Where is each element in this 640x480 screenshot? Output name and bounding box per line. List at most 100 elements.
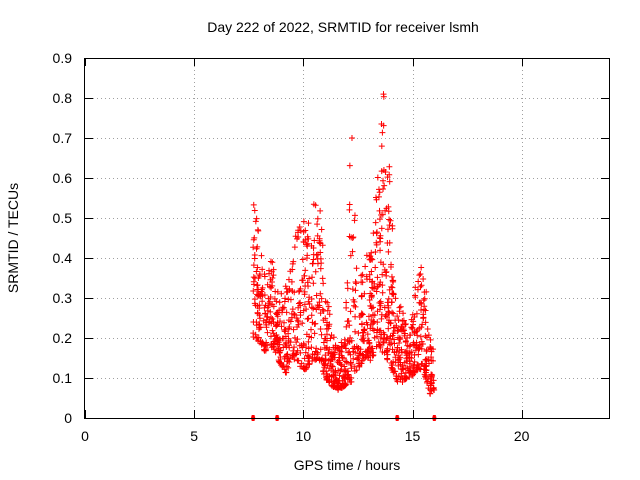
data-point [430, 386, 437, 393]
data-point [314, 221, 321, 228]
data-point [385, 248, 392, 255]
data-point [270, 330, 277, 337]
data-point [418, 345, 425, 352]
data-point [285, 325, 292, 332]
data-point [333, 377, 340, 384]
data-point [301, 291, 308, 298]
data-point [294, 317, 301, 324]
data-point [305, 315, 312, 322]
data-point [345, 349, 352, 356]
data-point [351, 217, 358, 224]
data-point [411, 358, 418, 365]
data-point [343, 359, 350, 366]
data-point [385, 319, 392, 326]
data-point [377, 343, 384, 350]
data-point [348, 378, 355, 385]
data-point [395, 317, 402, 324]
data-point [323, 331, 330, 338]
data-point [422, 373, 429, 380]
data-point [250, 201, 257, 208]
data-point [308, 334, 315, 341]
data-point [417, 341, 424, 348]
data-point [408, 349, 415, 356]
data-point [279, 305, 286, 312]
data-point [317, 207, 324, 214]
data-point [283, 353, 290, 360]
data-point [390, 358, 397, 365]
data-point [341, 363, 348, 370]
data-point [295, 304, 302, 311]
data-point [422, 376, 429, 383]
data-point [272, 288, 279, 295]
data-point [310, 305, 317, 312]
data-point [266, 283, 273, 290]
data-point [331, 354, 338, 361]
data-point [289, 306, 296, 313]
data-point [347, 252, 354, 259]
data-point [327, 361, 334, 368]
data-point [408, 316, 415, 323]
data-point [364, 321, 371, 328]
y-tick-label: 0.5 [53, 210, 73, 226]
data-point [344, 373, 351, 380]
data-point [256, 292, 263, 299]
data-point [291, 312, 298, 319]
data-point [336, 351, 343, 358]
data-point [274, 336, 281, 343]
data-point [297, 309, 304, 316]
data-point [288, 278, 295, 285]
data-point [266, 267, 273, 274]
data-point [314, 354, 321, 361]
data-point [397, 359, 404, 366]
data-point [376, 207, 383, 214]
data-point [263, 313, 270, 320]
data-point [422, 319, 429, 326]
data-point [359, 279, 366, 286]
data-point [310, 201, 317, 208]
data-point [270, 303, 277, 310]
data-point [250, 281, 257, 288]
data-point [378, 225, 385, 232]
data-point [406, 343, 413, 350]
data-point [381, 182, 388, 189]
data-point [425, 385, 432, 392]
data-point [305, 338, 312, 345]
data-point [380, 186, 387, 193]
data-point [394, 344, 401, 351]
data-point [289, 266, 296, 273]
data-point [349, 286, 356, 293]
data-point [291, 244, 298, 251]
data-point [344, 279, 351, 286]
data-point [413, 339, 420, 346]
data-point [365, 346, 372, 353]
data-point [410, 371, 417, 378]
data-point [385, 302, 392, 309]
data-point [269, 315, 276, 322]
data-point [273, 332, 280, 339]
data-point [412, 347, 419, 354]
data-point [389, 332, 396, 339]
data-point [382, 269, 389, 276]
data-point [379, 282, 386, 289]
data-point [291, 356, 298, 363]
data-point [294, 357, 301, 364]
data-point [300, 228, 307, 235]
data-point [396, 340, 403, 347]
data-point [430, 377, 437, 384]
data-point [297, 227, 304, 234]
data-points [250, 91, 438, 397]
data-point [314, 215, 321, 222]
data-point [320, 371, 327, 378]
data-point [407, 342, 414, 349]
data-point [376, 281, 383, 288]
data-point [337, 361, 344, 368]
data-point [369, 345, 376, 352]
data-point [342, 358, 349, 365]
data-point [378, 143, 385, 150]
data-point [349, 248, 356, 255]
data-point [259, 266, 266, 273]
data-point [292, 233, 299, 240]
data-point [303, 331, 310, 338]
data-point [251, 234, 258, 241]
data-point [291, 334, 298, 341]
